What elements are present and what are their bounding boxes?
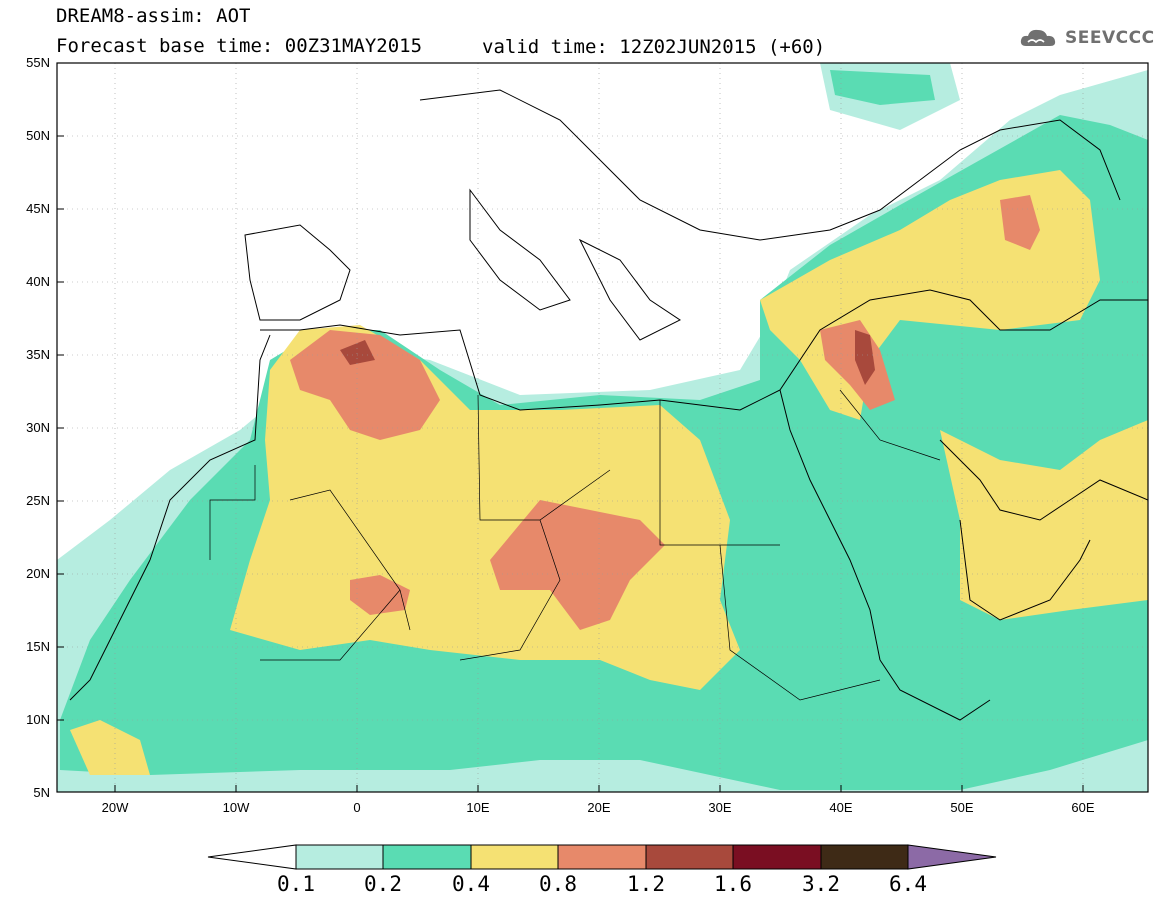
colorbar-label: 1.2 bbox=[627, 872, 665, 896]
colorbar-label: 0.4 bbox=[452, 872, 490, 896]
aot-band-orange-mali bbox=[350, 575, 410, 615]
lat-label-25n: 25N bbox=[26, 493, 50, 508]
lat-label-5n: 5N bbox=[33, 785, 50, 800]
lat-label-10n: 10N bbox=[26, 712, 50, 727]
colorbar-over-arrow bbox=[907, 844, 997, 870]
colorbar-bin-0.4-0.8 bbox=[470, 844, 559, 870]
colorbar-label: 0.1 bbox=[277, 872, 315, 896]
lat-label-30n: 30N bbox=[26, 420, 50, 435]
forecast-base-time: Forecast base time: 00Z31MAY2015 bbox=[56, 35, 423, 57]
colorbar-bin-3.2-6.4 bbox=[820, 844, 909, 870]
coastlines bbox=[69, 89, 1148, 721]
colorbar-label: 1.6 bbox=[714, 872, 752, 896]
colorbar-bin-1.6-3.2 bbox=[732, 844, 822, 870]
lon-label-30e: 30E bbox=[708, 800, 732, 815]
lat-label-15n: 15N bbox=[26, 639, 50, 654]
colorbar-under-arrow bbox=[207, 844, 297, 870]
valid-time: valid time: 12Z02JUN2015 (+60) bbox=[482, 36, 826, 58]
lat-label-55n: 55N bbox=[26, 55, 50, 70]
lon-label-40e: 40E bbox=[829, 800, 853, 815]
aot-band-darkred-algeria bbox=[340, 340, 375, 365]
lat-label-40n: 40N bbox=[26, 274, 50, 289]
colorbar-label: 6.4 bbox=[889, 872, 927, 896]
colorbar-bin-1.2-1.6 bbox=[645, 844, 734, 870]
lat-label-35n: 35N bbox=[26, 347, 50, 362]
aot-band-yellow-gulf bbox=[940, 420, 1148, 620]
cloud-icon bbox=[1020, 29, 1056, 46]
logo-text: SEEVCCC bbox=[1065, 28, 1155, 48]
graticule bbox=[57, 63, 1148, 792]
lon-label-50e: 50E bbox=[950, 800, 974, 815]
lon-label-20e: 20E bbox=[587, 800, 611, 815]
aot-band-orange-algeria bbox=[290, 330, 440, 440]
lon-label-60e: 60E bbox=[1071, 800, 1095, 815]
colorbar-bin-0.1-0.2 bbox=[295, 844, 384, 870]
lon-label-10e: 10E bbox=[466, 800, 490, 815]
lon-label-0: 0 bbox=[353, 800, 361, 815]
borders bbox=[209, 389, 941, 701]
lon-label-20w: 20W bbox=[101, 800, 129, 815]
map-title: DREAM8-assim: AOT bbox=[56, 5, 251, 27]
aot-band-green-north bbox=[830, 70, 935, 105]
colorbar-label: 0.2 bbox=[364, 872, 402, 896]
aot-band-orange-chad bbox=[490, 500, 665, 630]
aot-band-darkred-iraq bbox=[855, 330, 875, 385]
lat-label-45n: 45N bbox=[26, 201, 50, 216]
lon-label-10w: 10W bbox=[222, 800, 250, 815]
colorbar bbox=[207, 844, 997, 870]
colorbar-bin-0.2-0.4 bbox=[382, 844, 472, 870]
lat-label-20n: 20N bbox=[26, 566, 50, 581]
aot-band-orange-caspian bbox=[1000, 195, 1040, 250]
axis-ticks bbox=[57, 62, 1084, 792]
colorbar-label: 0.8 bbox=[539, 872, 577, 896]
colorbar-bin-0.8-1.2 bbox=[557, 844, 647, 870]
colorbar-label: 3.2 bbox=[802, 872, 840, 896]
aot-band-yellow-wafrica bbox=[70, 720, 150, 775]
lat-label-50n: 50N bbox=[26, 128, 50, 143]
